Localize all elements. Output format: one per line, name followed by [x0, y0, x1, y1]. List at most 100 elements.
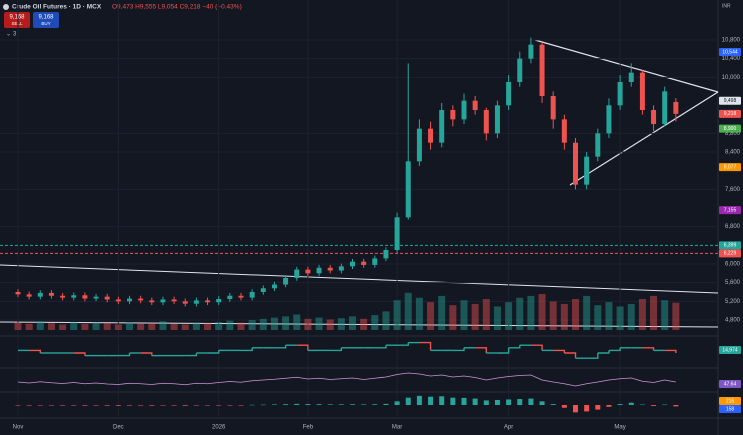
macd-bar [327, 404, 333, 405]
x-tick-label: Apr [504, 425, 513, 431]
volume-bar [538, 294, 546, 330]
volume-bar [605, 302, 613, 330]
candle-body [327, 267, 333, 271]
volume-bar [337, 318, 345, 330]
volume-bar [126, 322, 133, 330]
macd-bar [584, 405, 590, 412]
currency: INR [722, 3, 731, 9]
macd-bar [461, 397, 467, 405]
trend-step [241, 347, 253, 352]
y-tick-label: 10,800 [722, 38, 741, 44]
volume-bar [371, 315, 379, 330]
x-tick-label: Feb [303, 425, 314, 431]
volume-bar [92, 322, 100, 330]
macd-bar [249, 404, 255, 406]
candle-body [316, 267, 322, 274]
price-badge [719, 206, 741, 215]
price-badge-label: 9,498 [724, 98, 737, 104]
candle-body [528, 44, 534, 59]
candle-body [405, 161, 411, 218]
sell-button[interactable] [4, 12, 30, 28]
candle-body [182, 301, 188, 304]
price-badge-label: 8,077 [724, 164, 737, 170]
trend-step [140, 352, 153, 356]
macd-bar [506, 399, 512, 405]
candle-body [271, 284, 277, 289]
trend-step [374, 345, 387, 349]
pane-badge-label: 158 [726, 406, 735, 412]
candle-body [305, 269, 311, 274]
pane-badge [719, 346, 741, 354]
candle-body [260, 288, 266, 292]
price-badge-label: 9,218 [724, 111, 737, 117]
macd-bar [416, 395, 422, 405]
trend-step [475, 347, 487, 353]
y-tick-label: 6,000 [725, 262, 741, 268]
pane-badge [719, 397, 741, 405]
macd-bar [405, 397, 411, 405]
volume-bar [493, 306, 501, 330]
candle-body [227, 295, 233, 299]
volume-bar [204, 323, 212, 330]
candle-body [573, 142, 578, 185]
macd-bar [472, 398, 478, 405]
y-tick-label: 10,400 [722, 56, 741, 62]
macd-bar [60, 405, 66, 406]
trend-step [664, 349, 677, 353]
macd-bar [149, 405, 155, 406]
macd-bar [561, 405, 567, 408]
trend-step [419, 341, 432, 351]
candle-body [483, 110, 489, 134]
candle-body [617, 82, 623, 106]
trend-step [553, 349, 566, 353]
macd-bar [115, 405, 121, 406]
candle-body [450, 110, 456, 120]
volume-bar [382, 311, 390, 330]
buy-button[interactable] [33, 12, 59, 28]
volume-bar [148, 323, 156, 330]
volume-bar [549, 301, 557, 330]
volume-bar [248, 320, 256, 330]
price-badge [719, 109, 741, 118]
trend-step [330, 347, 343, 352]
candle-body [383, 250, 389, 259]
macd-bar [71, 405, 77, 406]
volume-bar [482, 299, 490, 330]
macd-bar [483, 400, 489, 405]
candle-body [48, 292, 54, 296]
candle-body [517, 58, 523, 82]
y-tick-label: 7,600 [725, 187, 741, 193]
price-badge [719, 47, 741, 56]
macd-bar [517, 399, 523, 405]
macd-bar [450, 397, 456, 405]
y-tick-label: 5,600 [725, 280, 741, 286]
macd-bar [550, 404, 556, 405]
candle-body [115, 299, 121, 302]
macd-bar [617, 404, 623, 405]
volume-bar [293, 314, 301, 330]
candle-body [394, 217, 400, 250]
pane-badge-label: 14,974 [722, 347, 738, 353]
y-tick-label: 8,800 [725, 131, 741, 137]
macd-bar [271, 404, 277, 405]
y-tick-label: 6,800 [725, 224, 741, 230]
volume-bar [326, 319, 334, 330]
y-tick-label: 4,800 [725, 318, 741, 324]
trend-step [452, 347, 465, 352]
volume-bar [616, 306, 624, 330]
trend-step [296, 344, 309, 351]
symbol-title: Crude Oil Futures · 1D · MCX [12, 4, 102, 11]
macd-bar [673, 405, 679, 407]
indicator-toggle[interactable]: ⌄ [6, 32, 11, 38]
candle-body [595, 133, 601, 157]
candle-body [584, 156, 590, 185]
candle-body [294, 269, 300, 278]
price-badge [719, 163, 741, 172]
pane-badge [719, 405, 741, 413]
macd-bar [372, 404, 378, 405]
macd-bar [260, 404, 266, 406]
macd-bar [316, 404, 322, 405]
macd-bar [350, 404, 355, 405]
macd-bar [294, 403, 300, 405]
